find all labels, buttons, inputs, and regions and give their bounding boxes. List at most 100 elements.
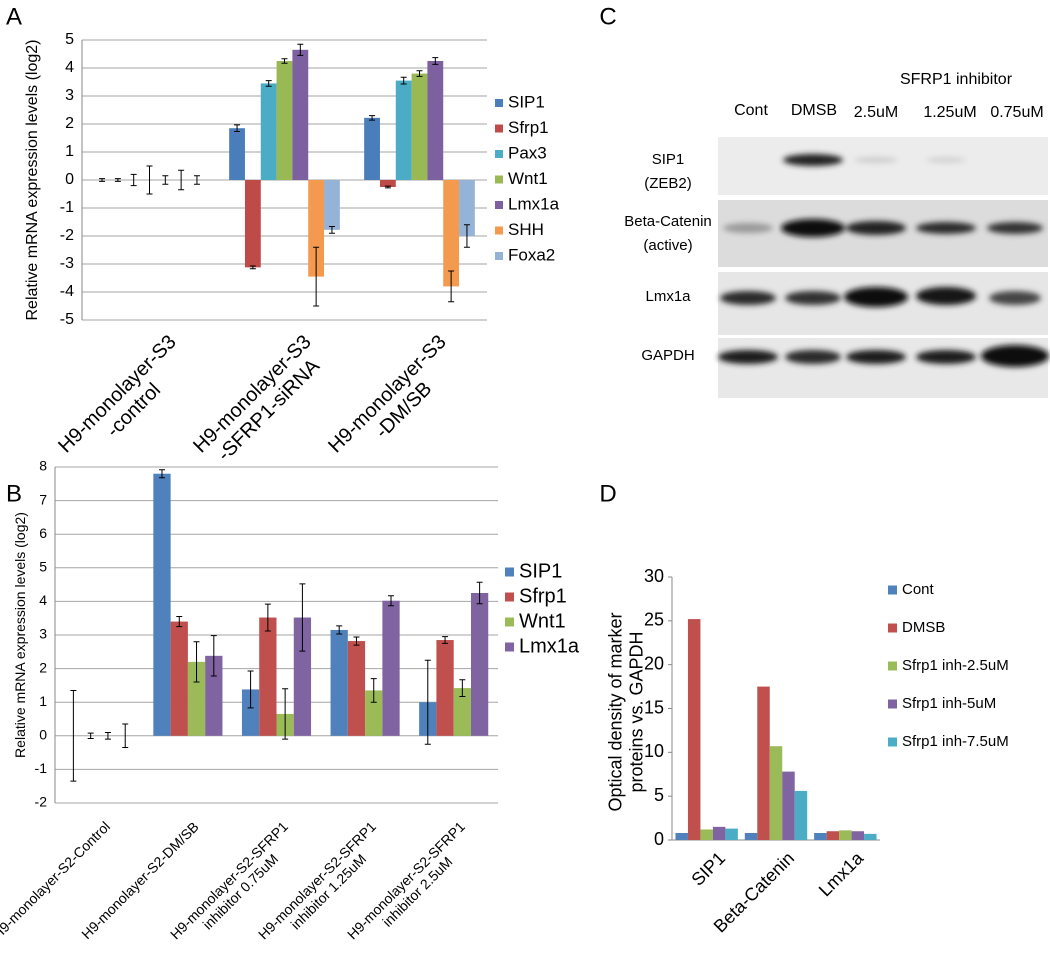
y-tick-label: -4: [60, 283, 74, 300]
legend-swatch: [495, 252, 503, 260]
row-label: (active): [643, 237, 692, 254]
y-tick-label: 1: [39, 693, 47, 709]
legend-label: Sfrp1: [519, 585, 567, 607]
bar: [814, 832, 827, 840]
bar: [170, 621, 188, 736]
lane-label: DMSB: [791, 102, 837, 119]
bar: [308, 180, 325, 277]
bar: [427, 61, 444, 180]
y-tick-label: 2: [39, 659, 47, 675]
legend-label: Sfrp1 inh-5uM: [902, 695, 996, 712]
error-bar: [70, 689, 77, 782]
y-tick-label: 5: [65, 31, 74, 48]
bar: [744, 832, 758, 840]
bar: [260, 83, 277, 180]
bar: [411, 73, 428, 180]
legend-swatch: [888, 737, 897, 747]
error-bar: [87, 732, 94, 739]
y-tick-label: -2: [60, 227, 74, 244]
y-tick-label: 4: [65, 59, 74, 76]
legend-swatch: [505, 642, 514, 652]
y-tick-label: 5: [39, 559, 47, 575]
error-bar: [388, 595, 395, 607]
bar: [330, 629, 348, 736]
bar: [382, 600, 400, 736]
error-bar: [247, 670, 254, 709]
error-bar: [448, 270, 455, 303]
legend-swatch: [505, 617, 514, 627]
error-bar: [336, 625, 343, 635]
lane-label: 1.25uM: [923, 104, 976, 121]
legend-label: Lmx1a: [519, 635, 580, 657]
error-bar: [442, 636, 449, 644]
error-bar: [249, 265, 256, 270]
legend-swatch: [495, 201, 503, 209]
y-tick-label: -5: [60, 311, 74, 328]
row-label: Beta-Catenin: [624, 213, 712, 230]
lane-label: 2.5uM: [854, 104, 898, 121]
error-bar: [313, 246, 320, 307]
legend-label: Sfrp1 inh-7.5uM: [902, 733, 1009, 750]
legend-swatch: [888, 623, 897, 633]
legend-swatch: [495, 175, 503, 184]
y-tick-label: -1: [35, 760, 48, 776]
error-bar: [353, 636, 360, 646]
legend-label: Pax3: [508, 143, 547, 162]
error-bar: [162, 175, 169, 185]
legend-swatch: [888, 585, 897, 595]
error-bar: [281, 58, 288, 64]
bar: [864, 833, 877, 840]
error-bar: [282, 688, 289, 740]
legend-label: SIP1: [508, 92, 545, 111]
panel-label: B: [6, 480, 22, 507]
y-tick-label: 0: [654, 829, 664, 849]
y-tick-label: 20: [644, 653, 664, 673]
error-bar: [424, 659, 431, 745]
y-tick-label: 3: [65, 87, 74, 104]
lane-label: Cont: [734, 102, 768, 119]
y-axis-label: Relative mRNA expression levels (log2): [11, 512, 28, 758]
bar: [794, 790, 808, 840]
bar: [459, 180, 475, 236]
y-tick-label: 15: [644, 697, 664, 717]
bar: [700, 829, 713, 840]
error-bar: [176, 616, 183, 628]
bar: [769, 746, 783, 840]
error-bar: [178, 169, 185, 191]
bar: [725, 828, 738, 840]
bar: [470, 593, 489, 736]
error-bar: [463, 224, 470, 248]
bar: [826, 831, 840, 840]
bar: [712, 826, 726, 840]
y-tick-label: -2: [35, 794, 48, 810]
bar: [229, 128, 245, 180]
row-label: GAPDH: [641, 347, 694, 364]
error-bar: [158, 469, 165, 479]
error-bar: [146, 165, 153, 195]
y-axis-label: Optical density of marker proteins vs. G…: [605, 612, 646, 812]
bar: [153, 473, 171, 736]
row-label: SIP1: [652, 151, 685, 168]
bar: [205, 655, 223, 736]
legend-swatch: [495, 226, 503, 235]
legend-label: Sfrp1 inh-2.5uM: [902, 657, 1009, 674]
bar: [276, 61, 293, 180]
y-tick-label: 4: [39, 592, 47, 608]
error-bar: [459, 679, 466, 697]
y-tick-label: -3: [60, 255, 74, 272]
legend-label: DMSB: [902, 619, 945, 636]
error-bar: [265, 80, 272, 87]
error-bar: [234, 124, 241, 133]
bar: [443, 180, 460, 287]
bar: [259, 617, 277, 736]
bar: [851, 831, 865, 840]
y-tick-label: 25: [644, 610, 664, 630]
y-tick-label: -1: [60, 199, 74, 216]
error-bar: [384, 185, 391, 189]
bar: [436, 640, 454, 736]
error-bar: [114, 178, 121, 182]
legend-swatch: [505, 567, 514, 577]
y-tick-label: 0: [39, 727, 47, 743]
legend-label: Wnt1: [508, 169, 548, 188]
bar: [365, 690, 383, 736]
